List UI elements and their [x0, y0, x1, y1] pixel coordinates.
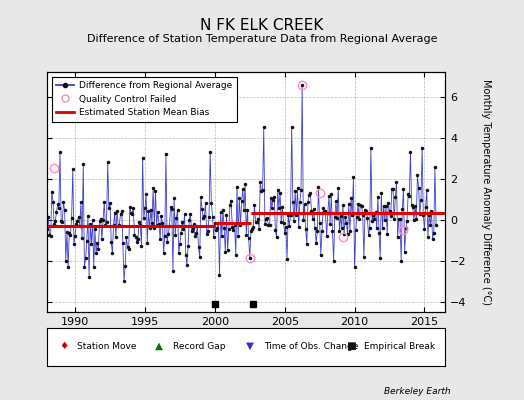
Legend: Difference from Regional Average, Quality Control Failed, Estimated Station Mean: Difference from Regional Average, Qualit…: [52, 76, 236, 122]
Y-axis label: Monthly Temperature Anomaly Difference (°C): Monthly Temperature Anomaly Difference (…: [481, 79, 490, 305]
Text: Berkeley Earth: Berkeley Earth: [384, 387, 451, 396]
Text: ■: ■: [346, 341, 356, 351]
Text: N FK ELK CREEK: N FK ELK CREEK: [200, 18, 324, 33]
Text: Time of Obs. Change: Time of Obs. Change: [264, 342, 358, 351]
Text: ♦: ♦: [59, 341, 68, 351]
Text: ▼: ▼: [246, 341, 254, 351]
Text: Station Move: Station Move: [77, 342, 137, 351]
Text: Empirical Break: Empirical Break: [364, 342, 435, 351]
Text: ▲: ▲: [155, 341, 162, 351]
Text: Difference of Station Temperature Data from Regional Average: Difference of Station Temperature Data f…: [87, 34, 437, 44]
Text: Record Gap: Record Gap: [172, 342, 225, 351]
